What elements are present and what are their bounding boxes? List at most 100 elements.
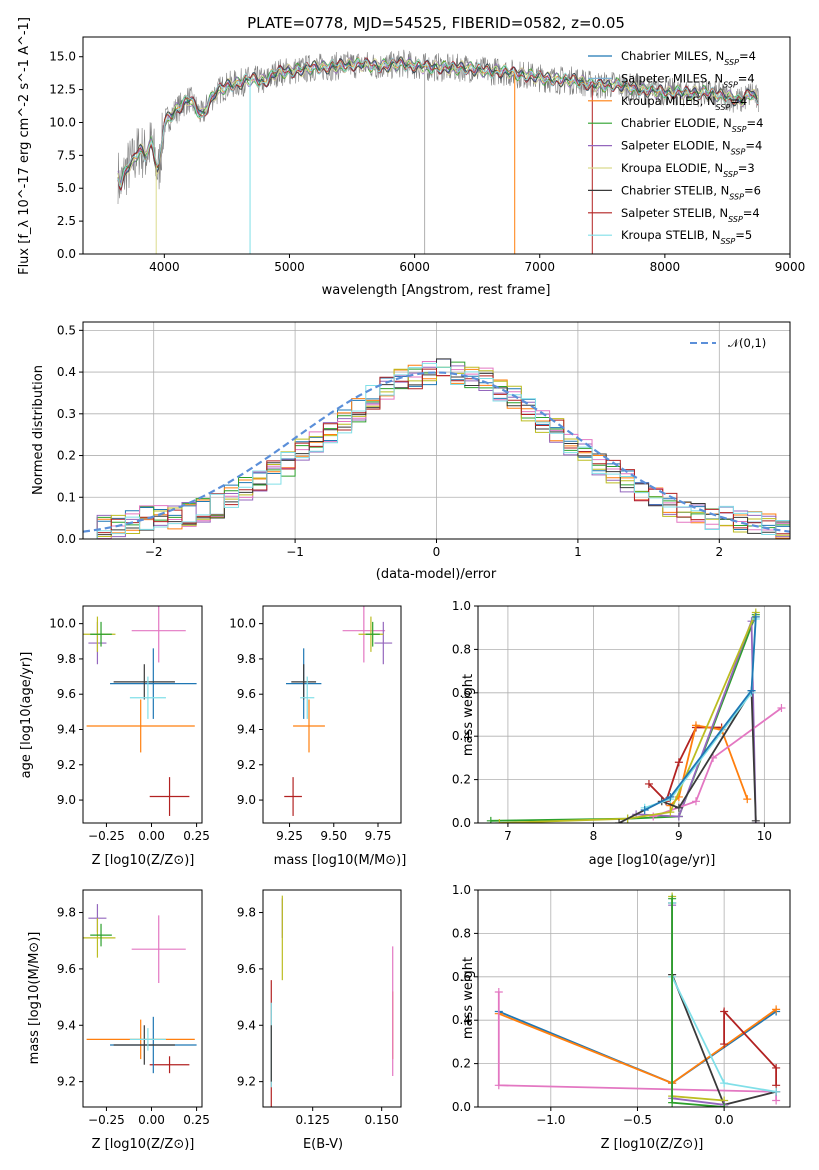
- massz-frame: [82, 889, 203, 1108]
- observed-spectrum: [117, 49, 759, 205]
- legend-text: =3: [738, 161, 755, 175]
- weight-marker: [720, 1103, 729, 1107]
- legend-sub: SSP: [716, 102, 731, 111]
- agez-xlabel: Z [log10(Z/Z⊙)]: [92, 853, 195, 868]
- spectrum-ytick-label: 10.0: [49, 115, 76, 129]
- legend-text: =4: [739, 49, 756, 63]
- wage-ytick-label: 0.8: [452, 642, 471, 656]
- weight-marker: [615, 819, 624, 823]
- weight-line: [723, 1009, 777, 1086]
- agemass-ytick-label: 9.4: [237, 722, 256, 736]
- weight-marker: [777, 703, 786, 712]
- spectrum-ytick-label: 15.0: [49, 50, 76, 64]
- weight-marker: [494, 1081, 503, 1090]
- spectrum-ytick-label: 5.0: [57, 181, 76, 195]
- wz-ytick-label: 0.8: [452, 926, 471, 940]
- agemass-ytick-label: 10.0: [229, 617, 256, 631]
- residual-xtick-label: 0: [433, 545, 441, 559]
- model-line: [117, 56, 759, 192]
- histogram-series: [83, 362, 790, 539]
- spectrum-xtick-label: 6000: [399, 260, 430, 274]
- residual-ytick-label: 0.0: [57, 532, 76, 546]
- legend-sub: SSP: [723, 80, 738, 89]
- massz-ytick-label: 9.8: [57, 906, 76, 920]
- weight-marker: [751, 612, 760, 621]
- legend-text: =4: [743, 206, 760, 220]
- massz-ylabel: mass [log10(M/M⊙)]: [27, 932, 42, 1065]
- agez-points: [83, 606, 197, 816]
- wz-xtick-label: 0.0: [715, 1113, 734, 1127]
- agemass-ytick-label: 9.6: [237, 687, 256, 701]
- wage-ytick-label: 0.4: [452, 729, 471, 743]
- residual-xlabel: (data-model)/error: [376, 567, 497, 582]
- residual-xtick-label: 1: [574, 545, 582, 559]
- weight-marker: [495, 819, 504, 823]
- agemass-ytick-label: 9.8: [237, 652, 256, 666]
- massebv-xtick-label: 0.125: [296, 1113, 330, 1127]
- legend-text: =4: [747, 116, 764, 130]
- legend-text: Salpeter MILES, N: [621, 71, 723, 85]
- massebv-xtick-label: 0.150: [365, 1113, 399, 1127]
- agemass-xtick-label: 9.75: [365, 829, 392, 843]
- agemass-ytick-label: 9.2: [237, 758, 256, 772]
- massz-xtick-label: 0.00: [138, 1113, 165, 1127]
- massz-points: [83, 904, 197, 1074]
- legend-sub: SSP: [721, 237, 736, 246]
- legend-text: =5: [735, 228, 752, 242]
- weight-line: [671, 896, 725, 1102]
- legend-text: =4: [738, 71, 755, 85]
- spectrum-ytick-label: 2.5: [57, 214, 76, 228]
- wage-xtick-label: 10: [757, 829, 772, 843]
- histograms: [83, 358, 790, 539]
- wz-ytick-label: 1.0: [452, 883, 471, 897]
- normal-curve: [83, 371, 790, 533]
- agez-ytick-label: 9.4: [57, 722, 76, 736]
- residual-xtick-label: −2: [145, 545, 163, 559]
- model-line: [117, 57, 759, 192]
- wage-xlabel: age [log10(age/yr)]: [589, 853, 716, 868]
- wage-ytick-label: 0.0: [452, 816, 471, 830]
- residual-xtick-label: −1: [286, 545, 304, 559]
- wage-ylabel: mass weight: [461, 674, 476, 756]
- wz-frame: [477, 889, 791, 1108]
- wz-ytick-label: 0.4: [452, 1013, 471, 1027]
- residual-ytick-label: 0.3: [57, 407, 76, 421]
- chart-title: PLATE=0778, MJD=54525, FIBERID=0582, z=0…: [247, 14, 625, 32]
- agemass-xtick-label: 9.50: [320, 829, 347, 843]
- legend-text: Kroupa MILES, N: [621, 94, 716, 108]
- legend-label: Chabrier STELIB, NSSP=6: [621, 183, 761, 201]
- legend-label-normal: 𝒩(0,1): [728, 336, 766, 350]
- massebv-xlabel: E(B-V): [303, 1137, 343, 1152]
- massebv-points: [270, 895, 394, 1107]
- spectrum-xtick-label: 8000: [650, 260, 681, 274]
- weight-marker: [674, 812, 683, 821]
- agemass-points: [284, 606, 393, 816]
- massebv-ytick-label: 9.4: [237, 1018, 256, 1032]
- legend-label: Kroupa MILES, NSSP=4: [621, 94, 747, 112]
- residual-xtick-label: 2: [715, 545, 723, 559]
- wage-lines: [486, 608, 786, 823]
- weight-marker: [674, 803, 683, 812]
- weight-line: [644, 616, 757, 811]
- weight-marker: [743, 795, 752, 804]
- legend-sub: SSP: [731, 147, 746, 156]
- massebv-ytick-label: 9.2: [237, 1075, 256, 1089]
- weight-marker: [751, 816, 760, 823]
- wz-ytick-label: 0.6: [452, 970, 471, 984]
- wage-ytick-label: 0.6: [452, 686, 471, 700]
- spectrum-ytick-label: 7.5: [57, 148, 76, 162]
- spectrum-ylabel: Flux [f_λ 10^-17 erg cm^-2 s^-1 A^-1]: [17, 17, 32, 275]
- spectrum-xtick-label: 9000: [775, 260, 806, 274]
- weight-marker: [640, 805, 649, 814]
- agemass-ytick-label: 9.0: [237, 793, 256, 807]
- weight-marker: [644, 779, 653, 788]
- massz-ytick-label: 9.6: [57, 962, 76, 976]
- agez-ytick-label: 9.8: [57, 652, 76, 666]
- histogram-series: [83, 368, 790, 539]
- weight-line: [652, 707, 783, 818]
- residual-ytick-label: 0.5: [57, 323, 76, 337]
- weight-marker: [720, 1040, 729, 1049]
- agez-xtick-label: 0.00: [138, 829, 165, 843]
- model-line: [117, 57, 759, 188]
